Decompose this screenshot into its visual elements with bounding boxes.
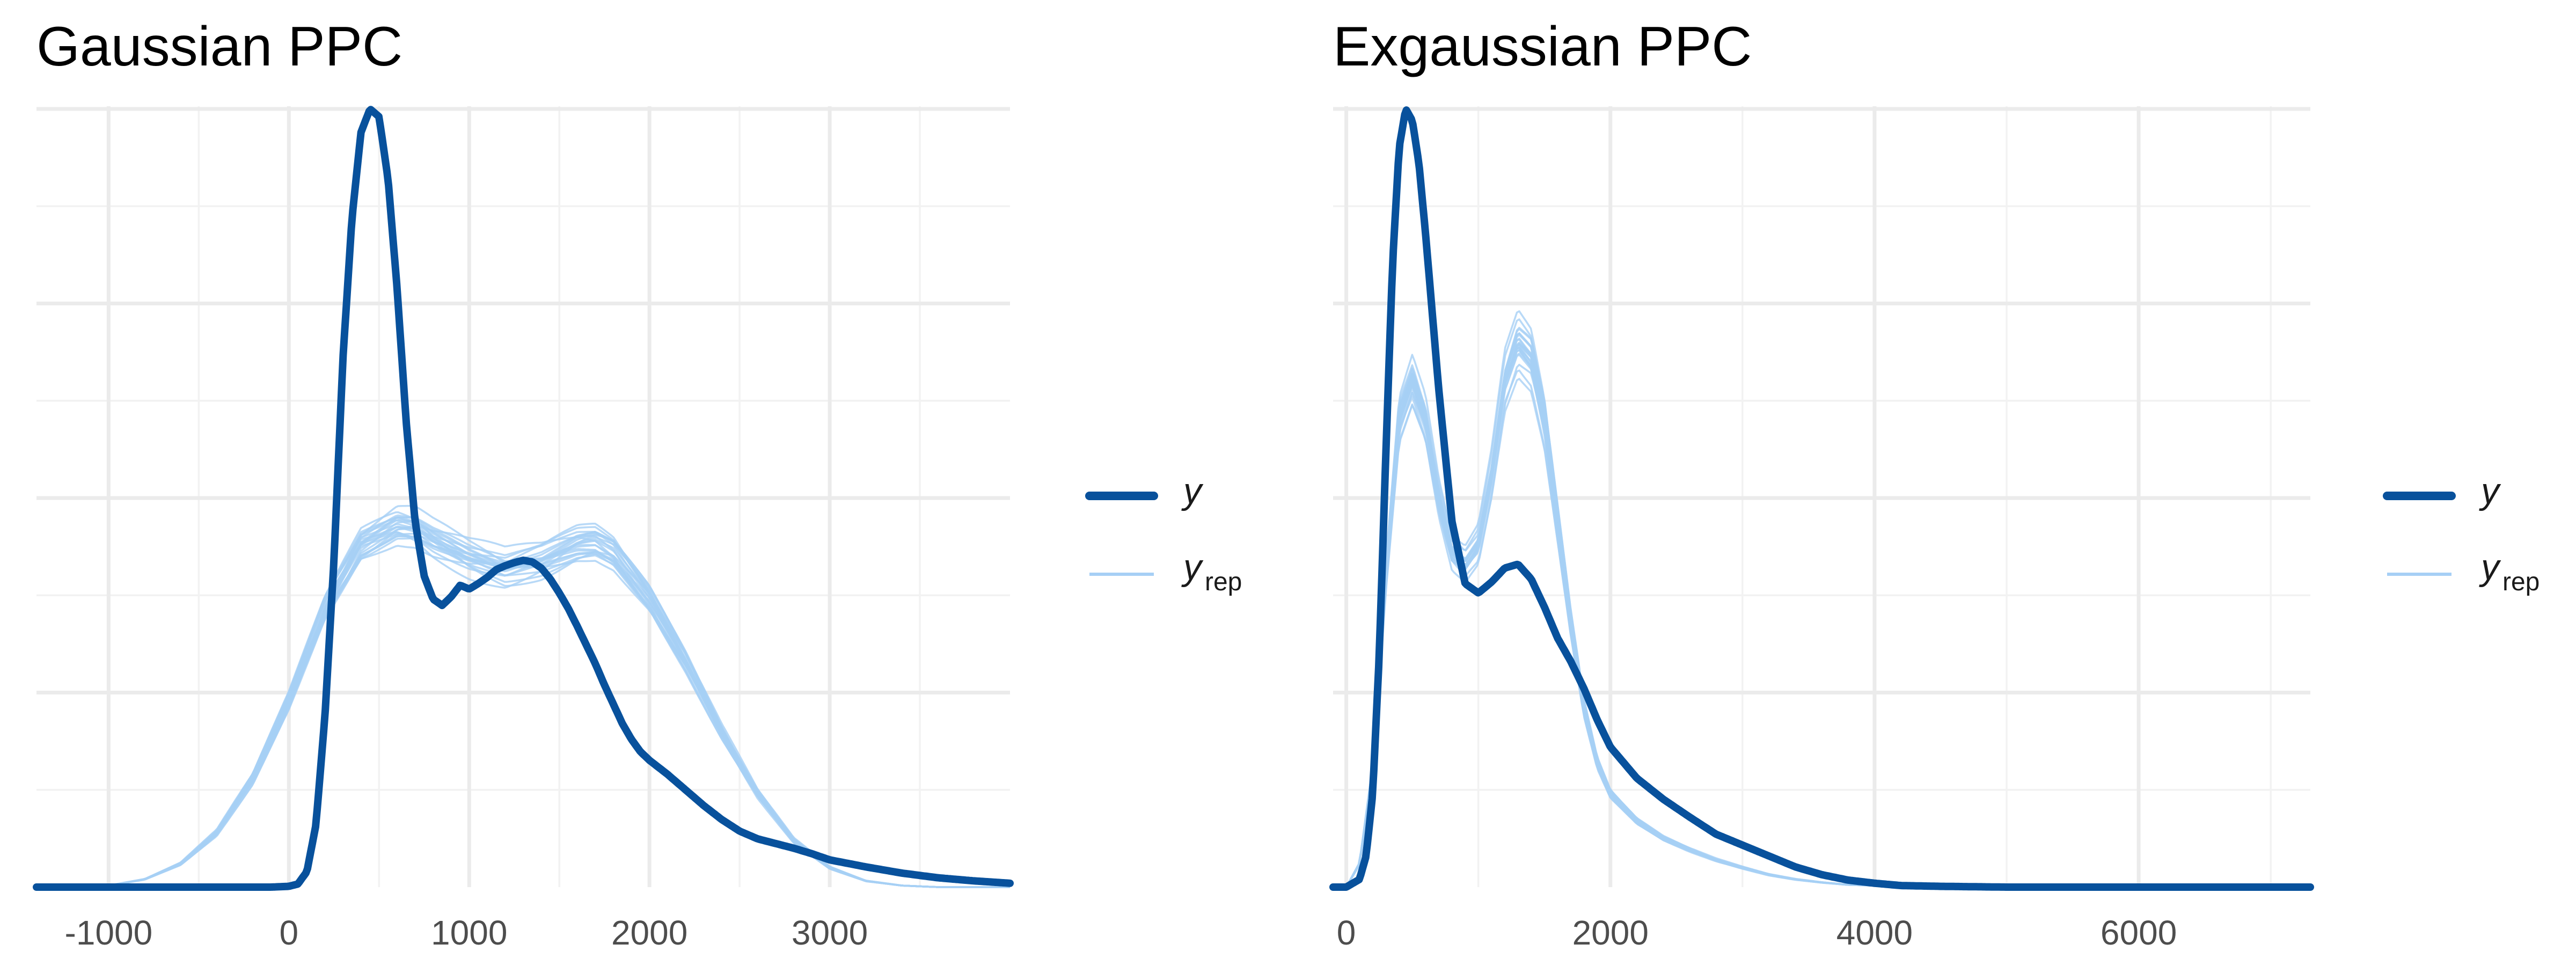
yrep-draw-line bbox=[1333, 364, 2310, 888]
y-line-gaussian bbox=[33, 106, 1014, 891]
yrep-draw-line bbox=[1333, 373, 2310, 888]
yrep-draw-line bbox=[1333, 310, 2310, 888]
yrep-draw-line bbox=[1333, 338, 2310, 888]
panel-gaussian-ppc: Gaussian PPC -1000 0 1000 2000 3000 y y rep bbox=[33, 16, 1242, 952]
yrep-draw-line bbox=[36, 514, 1010, 888]
yrep-draw-line bbox=[1333, 345, 2310, 888]
yrep-draw-line bbox=[1333, 349, 2310, 888]
yrep-draw-line bbox=[1333, 352, 2310, 888]
yrep-draw-line bbox=[36, 531, 1010, 888]
legend-yrep-subscript: rep bbox=[2502, 568, 2540, 596]
yrep-draw-line bbox=[36, 516, 1010, 888]
x-tick-label: 6000 bbox=[2101, 913, 2177, 952]
panel-title-exgaussian: Exgaussian PPC bbox=[1333, 16, 1752, 78]
legend-yrep-label: y rep bbox=[1181, 547, 1242, 596]
yrep-draw-line bbox=[36, 535, 1010, 888]
yrep-draw-line bbox=[1333, 346, 2310, 888]
y-line-exgaussian bbox=[1329, 106, 2314, 891]
yrep-draw-line bbox=[1333, 342, 2310, 888]
yrep-draw-line bbox=[36, 522, 1010, 888]
yrep-lines-exgaussian bbox=[1333, 310, 2310, 888]
yrep-draw-line bbox=[36, 531, 1010, 888]
yrep-draw-line bbox=[1333, 363, 2310, 888]
yrep-draw-line bbox=[1333, 349, 2310, 888]
yrep-draw-line bbox=[1333, 346, 2310, 888]
yrep-lines-gaussian bbox=[36, 504, 1010, 888]
x-tick-labels-gaussian: -1000 0 1000 2000 3000 bbox=[65, 913, 868, 952]
yrep-draw-line bbox=[1333, 328, 2310, 888]
yrep-draw-line bbox=[36, 519, 1010, 888]
yrep-draw-line bbox=[1333, 341, 2310, 888]
yrep-draw-line bbox=[36, 516, 1010, 888]
x-tick-label: 3000 bbox=[792, 913, 868, 952]
legend-yrep-base: y bbox=[1181, 547, 1204, 588]
yrep-draw-line bbox=[1333, 343, 2310, 888]
yrep-draw-line bbox=[36, 533, 1010, 888]
legend-yrep-subscript: rep bbox=[1205, 568, 1242, 596]
major-grid-gaussian bbox=[36, 106, 1010, 887]
x-tick-label: 1000 bbox=[431, 913, 507, 952]
yrep-draw-line bbox=[1333, 332, 2310, 888]
yrep-draw-line bbox=[36, 516, 1010, 888]
yrep-draw-line bbox=[1333, 338, 2310, 888]
legend-yrep-label: y rep bbox=[2479, 547, 2540, 596]
yrep-draw-line bbox=[36, 527, 1010, 888]
legend-y-label: y bbox=[1181, 471, 1204, 511]
x-tick-label: 2000 bbox=[1572, 913, 1649, 952]
panel-title-gaussian: Gaussian PPC bbox=[36, 16, 402, 78]
yrep-draw-line bbox=[36, 531, 1010, 888]
legend-exgaussian: y y rep bbox=[2383, 471, 2540, 596]
yrep-draw-line bbox=[1333, 332, 2310, 888]
yrep-draw-line bbox=[1333, 354, 2310, 888]
y-density-line bbox=[33, 106, 1014, 891]
legend-y-label: y bbox=[2479, 471, 2501, 511]
yrep-draw-line bbox=[1333, 318, 2310, 888]
x-tick-label: 4000 bbox=[1836, 913, 1913, 952]
x-tick-label: 0 bbox=[1337, 913, 1356, 952]
x-tick-labels-exgaussian: 0 2000 4000 6000 bbox=[1337, 913, 2177, 952]
x-tick-label: -1000 bbox=[65, 913, 153, 952]
yrep-draw-line bbox=[36, 532, 1010, 888]
x-tick-label: 2000 bbox=[611, 913, 687, 952]
legend-gaussian: y y rep bbox=[1085, 471, 1242, 596]
legend-yrep-base: y bbox=[2479, 547, 2501, 588]
yrep-draw-line bbox=[36, 519, 1010, 888]
panel-exgaussian-ppc: Exgaussian PPC 0 2000 4000 6000 y y rep bbox=[1329, 16, 2540, 952]
major-grid-exgaussian bbox=[1333, 106, 2310, 887]
yrep-draw-line bbox=[1333, 334, 2310, 888]
yrep-draw-line bbox=[36, 521, 1010, 888]
yrep-draw-line bbox=[1333, 342, 2310, 888]
yrep-draw-line bbox=[1333, 326, 2310, 888]
yrep-draw-line bbox=[1333, 347, 2310, 888]
y-density-line bbox=[1329, 106, 2314, 891]
x-tick-label: 0 bbox=[279, 913, 298, 952]
